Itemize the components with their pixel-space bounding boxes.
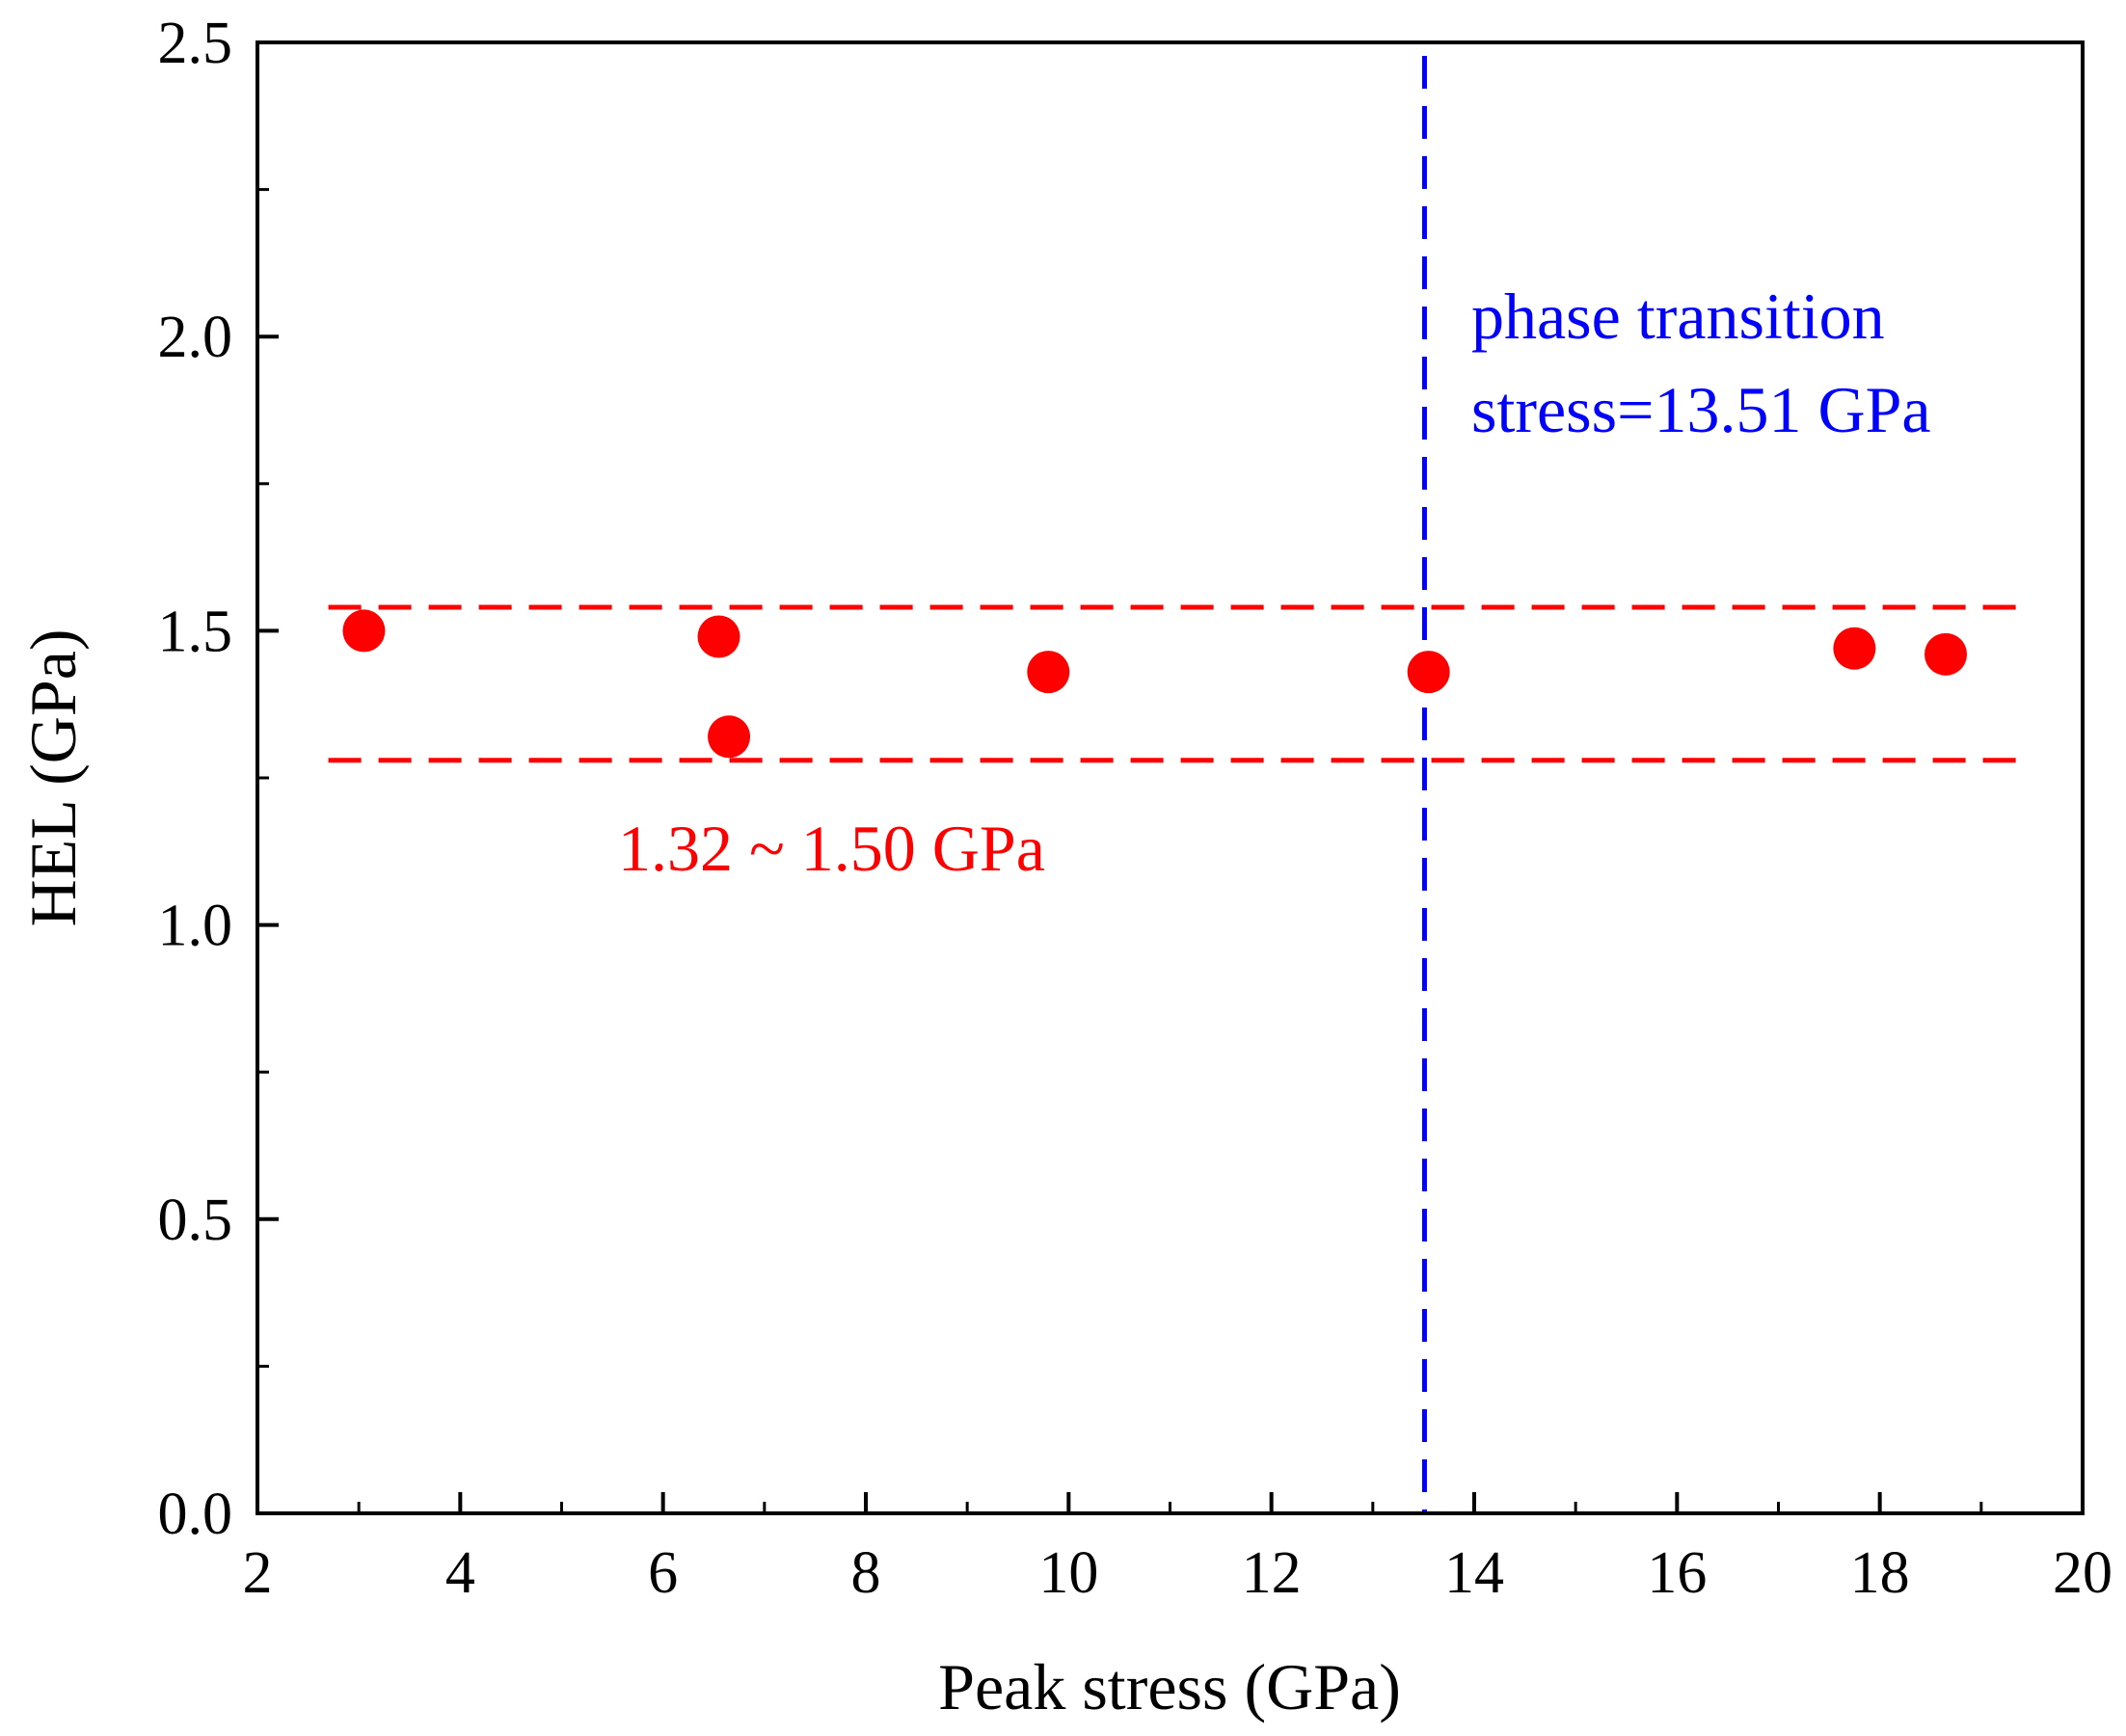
y-axis-title: HEL (GPa)	[16, 628, 90, 926]
data-point	[1924, 632, 1968, 676]
y-tick-label: 1.5	[158, 599, 233, 664]
data-point	[1833, 627, 1876, 670]
phase-transition-stress-label: stress=13.51 GPa	[1471, 373, 1931, 446]
major-ticks	[257, 334, 1882, 1513]
data-point	[1407, 651, 1450, 694]
data-point	[708, 715, 751, 759]
y-tick-label: 2.5	[158, 11, 233, 76]
x-tick-label: 8	[851, 1540, 881, 1606]
x-tick-label: 2	[243, 1540, 273, 1606]
y-tick-label: 0.0	[158, 1482, 233, 1547]
x-axis-title: Peak stress (GPa)	[938, 1650, 1401, 1723]
y-tick-label: 0.5	[158, 1188, 233, 1253]
y-tick-label: 2.0	[158, 305, 233, 370]
y-tick-labels: 0.0 0.5 1.0 1.5 2.0 2.5	[158, 11, 233, 1547]
x-tick-label: 12	[1242, 1540, 1302, 1606]
y-tick-label: 1.0	[158, 894, 233, 959]
data-points	[342, 609, 1968, 759]
x-tick-label: 4	[445, 1540, 475, 1606]
data-point	[342, 609, 386, 653]
data-point	[697, 615, 740, 658]
x-tick-labels: 2 4 6 8 10 12 14 16 18 20	[243, 1540, 2113, 1606]
hel-range-annotation: 1.32 ~ 1.50 GPa	[618, 812, 1045, 885]
x-tick-label: 6	[648, 1540, 678, 1606]
x-tick-label: 16	[1647, 1540, 1707, 1606]
x-tick-label: 20	[2053, 1540, 2113, 1606]
x-tick-label: 10	[1038, 1540, 1098, 1606]
x-tick-label: 18	[1850, 1540, 1910, 1606]
plot-frame	[256, 40, 2085, 1515]
phase-transition-label: phase transition	[1471, 280, 1885, 353]
data-point	[1027, 651, 1070, 694]
x-tick-label: 14	[1444, 1540, 1504, 1606]
reference-lines	[328, 56, 2032, 1513]
